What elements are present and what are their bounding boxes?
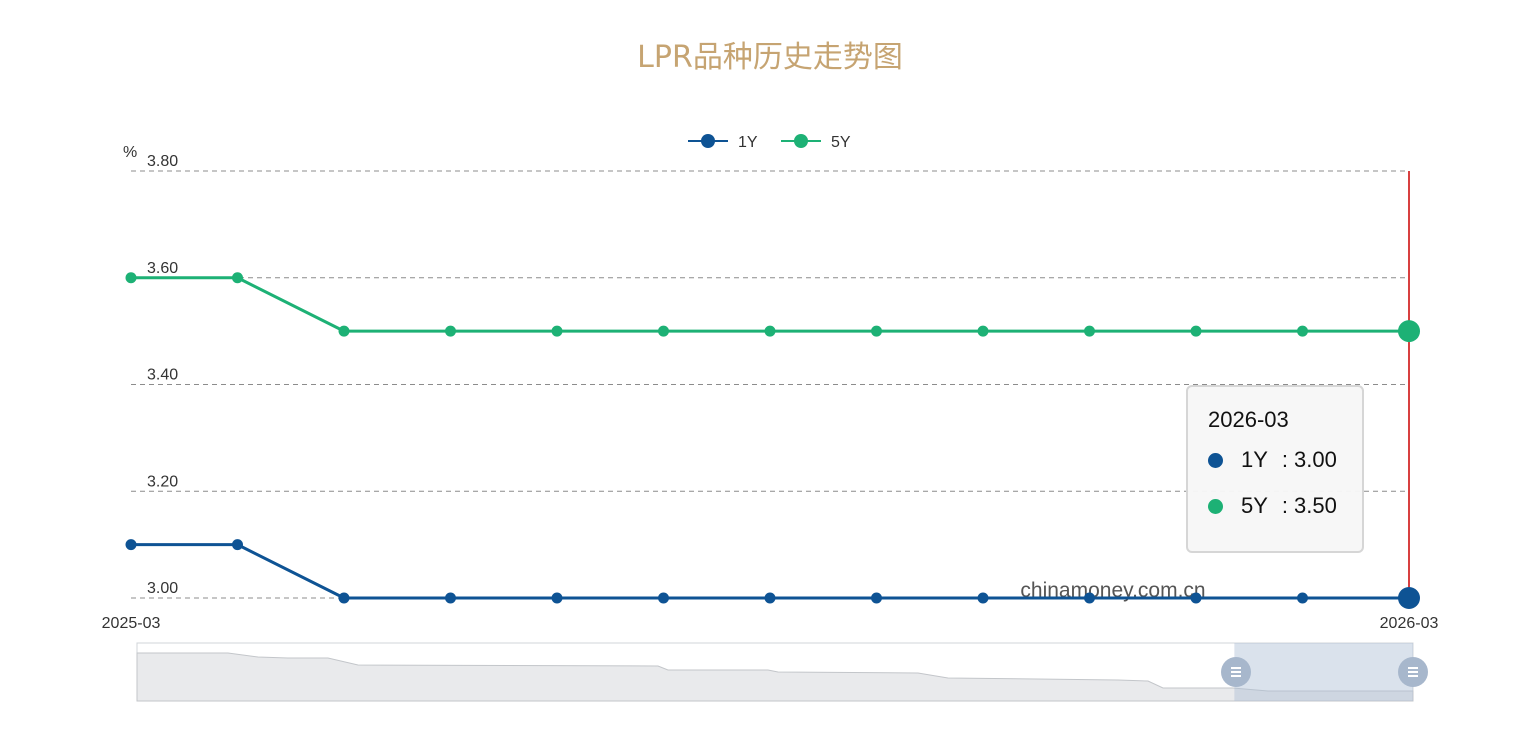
grip-icon — [1231, 667, 1241, 677]
y-axis-unit: % — [123, 144, 137, 161]
data-point-5y[interactable] — [338, 325, 350, 337]
tooltip-row-5y: 5Y : 3.50 — [1208, 493, 1342, 519]
data-tooltip: 2026-03 1Y : 3.00 5Y : 3.50 — [1186, 385, 1364, 553]
data-point-1y[interactable] — [338, 592, 350, 604]
x-axis: 2025-03 2026-03 — [102, 615, 1439, 632]
data-point-1y[interactable] — [977, 592, 989, 604]
series-layer — [125, 272, 1420, 609]
data-point-5y[interactable] — [1398, 320, 1420, 343]
data-point-5y[interactable] — [1297, 325, 1308, 337]
x-tick-label: 2026-03 — [1380, 615, 1439, 632]
legend-label-5y: 5Y — [831, 134, 851, 151]
tooltip-separator: : — [1281, 493, 1289, 518]
tooltip-row-1y: 1Y : 3.00 — [1208, 447, 1342, 473]
tooltip-value: 3.50 — [1294, 493, 1337, 518]
data-zoom-selected-range[interactable] — [1234, 643, 1413, 701]
data-point-5y[interactable] — [551, 325, 563, 337]
x-tick-label: 2025-03 — [102, 615, 161, 632]
data-point-5y[interactable] — [125, 272, 137, 284]
data-point-1y[interactable] — [1190, 592, 1202, 604]
legend-label-1y: 1Y — [738, 134, 758, 151]
data-point-1y[interactable] — [1084, 592, 1095, 604]
data-point-1y[interactable] — [551, 592, 563, 604]
data-zoom-slider[interactable] — [136, 642, 1428, 702]
watermark: chinamoney.com.cn — [1020, 579, 1205, 602]
data-point-5y[interactable] — [977, 325, 989, 337]
tooltip-value: 3.00 — [1294, 447, 1337, 472]
data-point-1y[interactable] — [445, 592, 456, 604]
y-tick-label: 3.80 — [147, 153, 178, 170]
y-tick-label: 3.00 — [147, 580, 178, 597]
data-point-1y[interactable] — [125, 539, 137, 551]
data-point-5y[interactable] — [764, 325, 776, 337]
series-dot-icon — [1208, 498, 1223, 514]
data-point-1y[interactable] — [1398, 587, 1420, 609]
data-point-1y[interactable] — [871, 592, 882, 604]
y-tick-label: 3.40 — [147, 367, 178, 384]
y-tick-label: 3.20 — [147, 473, 178, 490]
data-zoom-preview-area — [136, 652, 1414, 702]
data-point-5y[interactable] — [658, 325, 669, 337]
series-line-5y — [131, 276, 1409, 333]
legend-item-5y[interactable]: 5Y — [781, 134, 851, 151]
data-point-5y[interactable] — [871, 325, 882, 337]
tooltip-series-name: 1Y — [1241, 447, 1268, 472]
tooltip-series-name: 5Y — [1241, 493, 1268, 518]
data-point-1y[interactable] — [658, 592, 669, 604]
series-dot-icon — [1208, 452, 1223, 468]
data-zoom-handle-left[interactable] — [1221, 657, 1251, 687]
data-point-5y[interactable] — [445, 325, 456, 337]
data-point-1y[interactable] — [232, 539, 243, 551]
y-axis: 3.80 3.60 3.40 3.20 3.00 — [147, 153, 178, 597]
legend-item-1y[interactable]: 1Y — [688, 134, 758, 151]
tooltip-separator: : — [1281, 447, 1289, 472]
data-zoom-handle-right[interactable] — [1398, 657, 1428, 687]
data-point-1y[interactable] — [764, 592, 776, 604]
chart-title: LPR品种历史走势图 — [637, 40, 903, 75]
y-tick-label: 3.60 — [147, 260, 178, 277]
data-point-5y[interactable] — [232, 272, 243, 284]
legend: 1Y 5Y — [688, 134, 851, 151]
data-point-5y[interactable] — [1084, 325, 1095, 337]
data-point-1y[interactable] — [1297, 592, 1308, 604]
grip-icon — [1408, 667, 1418, 677]
tooltip-date: 2026-03 — [1208, 407, 1289, 432]
data-point-5y[interactable] — [1190, 325, 1202, 337]
